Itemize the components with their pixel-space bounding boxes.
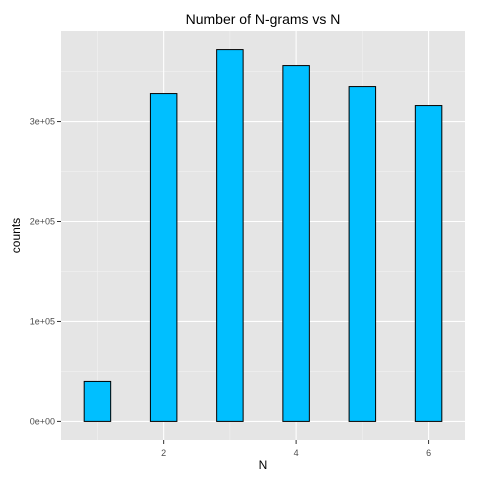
x-tick-label: 6 xyxy=(426,448,431,458)
x-tick-label: 2 xyxy=(161,448,166,458)
bar-n6 xyxy=(414,105,443,422)
y-axis-title: counts xyxy=(9,218,23,253)
y-tick-label: 3e+05 xyxy=(30,117,55,127)
plot-panel xyxy=(61,31,465,440)
x-tick-label: 4 xyxy=(294,448,299,458)
y-tick-label: 1e+05 xyxy=(30,316,55,326)
y-tick-label: 2e+05 xyxy=(30,217,55,227)
axes: 0e+00 1e+05 2e+05 3e+05 2 4 6 xyxy=(30,117,431,458)
bar-n2 xyxy=(149,93,178,422)
chart-title: Number of N-grams vs N xyxy=(186,11,341,27)
y-tick-label: 0e+00 xyxy=(30,416,55,426)
bars xyxy=(83,49,443,422)
x-axis-title: N xyxy=(259,458,268,472)
bar-n4 xyxy=(282,65,310,422)
bar-n1 xyxy=(83,380,112,422)
bar-n5 xyxy=(348,86,377,422)
bar-n3 xyxy=(216,49,244,422)
